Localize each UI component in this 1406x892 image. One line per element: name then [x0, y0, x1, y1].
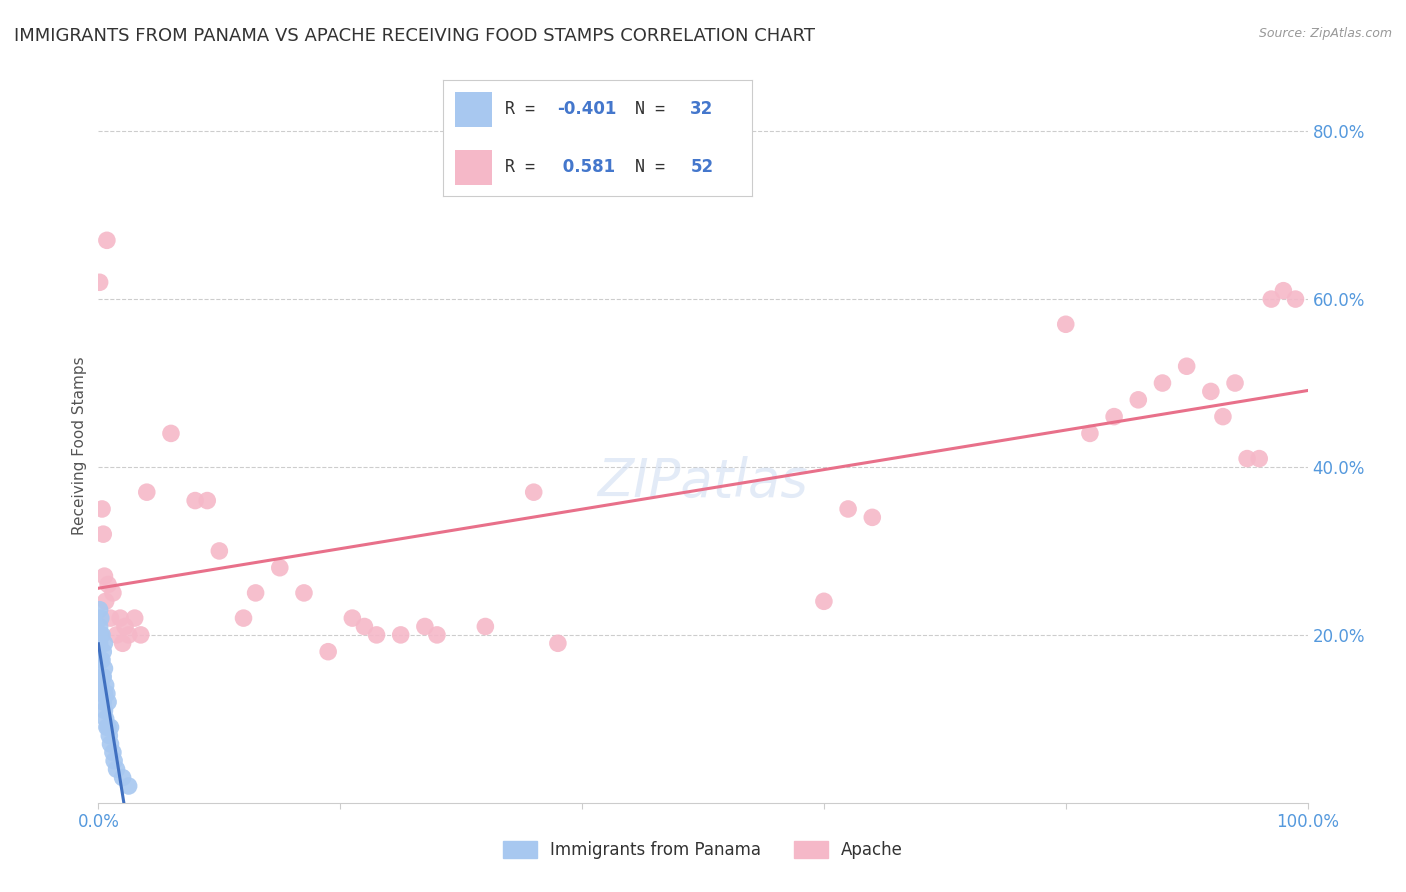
Point — [1284, 292, 1306, 306]
Text: ZIPatlas: ZIPatlas — [598, 456, 808, 508]
Point — [269, 560, 291, 574]
Point — [93, 661, 115, 675]
Point — [353, 619, 375, 633]
Point — [232, 611, 254, 625]
Point — [96, 720, 118, 734]
Text: R =: R = — [505, 158, 544, 177]
Point — [98, 729, 121, 743]
Point — [1054, 318, 1077, 332]
Text: -0.401: -0.401 — [557, 100, 617, 119]
Point — [100, 720, 122, 734]
Point — [97, 577, 120, 591]
Point — [90, 611, 112, 625]
Point — [89, 636, 111, 650]
Point — [1199, 384, 1222, 399]
Point — [813, 594, 835, 608]
Point — [111, 771, 134, 785]
Point — [366, 628, 388, 642]
Bar — [456, 92, 492, 127]
Text: 32: 32 — [690, 100, 714, 119]
Point — [91, 653, 114, 667]
Text: N =: N = — [634, 100, 675, 119]
Point — [135, 485, 157, 500]
Point — [160, 426, 183, 441]
Point — [1236, 451, 1258, 466]
Point — [103, 754, 125, 768]
Point — [94, 712, 117, 726]
Point — [124, 611, 146, 625]
Bar — [456, 150, 492, 185]
Point — [1175, 359, 1198, 374]
Point — [90, 678, 112, 692]
Point — [93, 636, 115, 650]
Point — [91, 695, 114, 709]
Point — [1212, 409, 1234, 424]
Point — [342, 611, 364, 625]
Point — [94, 678, 117, 692]
Point — [316, 645, 339, 659]
Point — [389, 628, 412, 642]
Point — [1128, 392, 1150, 407]
Point — [93, 703, 115, 717]
Point — [292, 586, 315, 600]
Text: 52: 52 — [690, 158, 713, 177]
Point — [93, 687, 115, 701]
Point — [96, 687, 118, 701]
Point — [1260, 292, 1282, 306]
Point — [195, 493, 218, 508]
Point — [94, 594, 117, 608]
Point — [413, 619, 436, 633]
Legend: Immigrants from Panama, Apache: Immigrants from Panama, Apache — [496, 834, 910, 866]
Point — [89, 619, 111, 633]
Point — [1078, 426, 1101, 441]
Point — [108, 611, 131, 625]
Point — [837, 502, 859, 516]
Point — [860, 510, 883, 524]
Point — [129, 628, 152, 642]
Point — [547, 636, 569, 650]
Point — [91, 527, 114, 541]
Point — [96, 233, 118, 247]
Point — [100, 611, 122, 625]
Point — [523, 485, 546, 500]
Point — [1223, 376, 1246, 390]
Point — [111, 636, 134, 650]
Point — [97, 695, 120, 709]
Point — [91, 628, 114, 642]
Text: Source: ZipAtlas.com: Source: ZipAtlas.com — [1258, 27, 1392, 40]
Point — [91, 687, 114, 701]
Point — [105, 628, 128, 642]
Point — [90, 628, 112, 642]
Point — [1152, 376, 1174, 390]
Point — [101, 586, 124, 600]
Point — [97, 720, 120, 734]
Point — [474, 619, 496, 633]
Point — [118, 779, 141, 793]
Text: 0.581: 0.581 — [557, 158, 616, 177]
Point — [89, 275, 111, 289]
Point — [118, 628, 141, 642]
Text: IMMIGRANTS FROM PANAMA VS APACHE RECEIVING FOOD STAMPS CORRELATION CHART: IMMIGRANTS FROM PANAMA VS APACHE RECEIVI… — [14, 27, 815, 45]
Point — [1249, 451, 1271, 466]
Point — [114, 619, 136, 633]
Point — [90, 653, 112, 667]
Text: N =: N = — [634, 158, 675, 177]
Point — [105, 762, 128, 776]
Point — [208, 544, 231, 558]
Point — [91, 670, 114, 684]
Point — [91, 670, 114, 684]
Point — [89, 603, 111, 617]
Point — [91, 645, 114, 659]
Y-axis label: Receiving Food Stamps: Receiving Food Stamps — [72, 357, 87, 535]
Point — [91, 502, 114, 516]
Point — [1272, 284, 1295, 298]
Text: R =: R = — [505, 100, 544, 119]
Point — [93, 569, 115, 583]
Point — [1102, 409, 1125, 424]
Point — [426, 628, 449, 642]
Point — [184, 493, 207, 508]
Point — [100, 737, 122, 751]
Point — [101, 746, 124, 760]
Point — [245, 586, 267, 600]
